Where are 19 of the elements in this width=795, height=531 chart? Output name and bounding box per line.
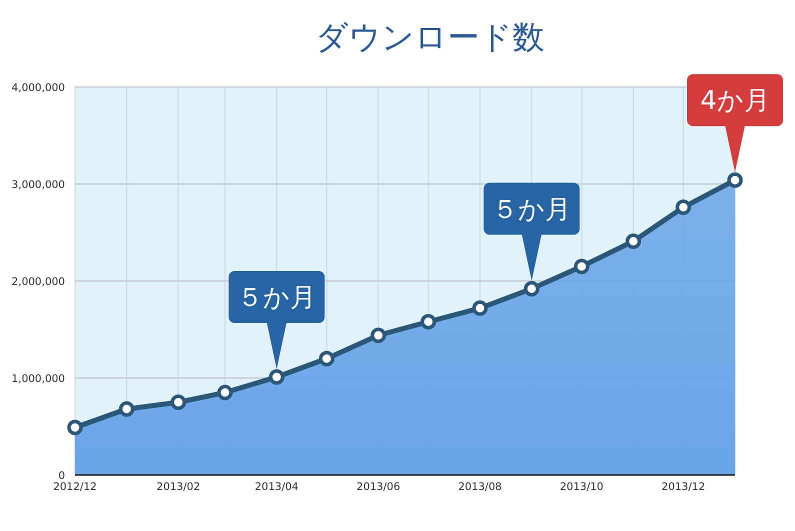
y-tick-label: 0 xyxy=(58,470,65,482)
y-tick-label: 4,000,000 xyxy=(12,82,65,94)
callout: ５か月 xyxy=(484,182,580,281)
annotation: 4か月 xyxy=(700,86,770,116)
callout: 4か月 xyxy=(687,74,783,172)
x-tick-label: 2013/04 xyxy=(254,481,299,493)
annotation: ５か月 xyxy=(237,283,316,314)
chart-title: ダウンロード数 xyxy=(316,18,544,56)
x-tick-label: 2013/08 xyxy=(458,481,502,493)
x-tick-label: 2013/02 xyxy=(156,481,200,493)
annotation: ５か月 xyxy=(492,194,572,225)
y-tick-label: 1,000,000 xyxy=(12,373,65,385)
x-tick-label: 2013/06 xyxy=(356,481,400,493)
y-tick-label: 3,000,000 xyxy=(12,179,65,191)
y-tick-label: 2,000,000 xyxy=(12,276,65,288)
x-tick-label: 2013/12 xyxy=(662,481,706,493)
x-tick-label: 2012/12 xyxy=(53,481,97,493)
x-tick-label: 2013/10 xyxy=(560,481,604,493)
callout: ５か月 xyxy=(228,271,325,370)
